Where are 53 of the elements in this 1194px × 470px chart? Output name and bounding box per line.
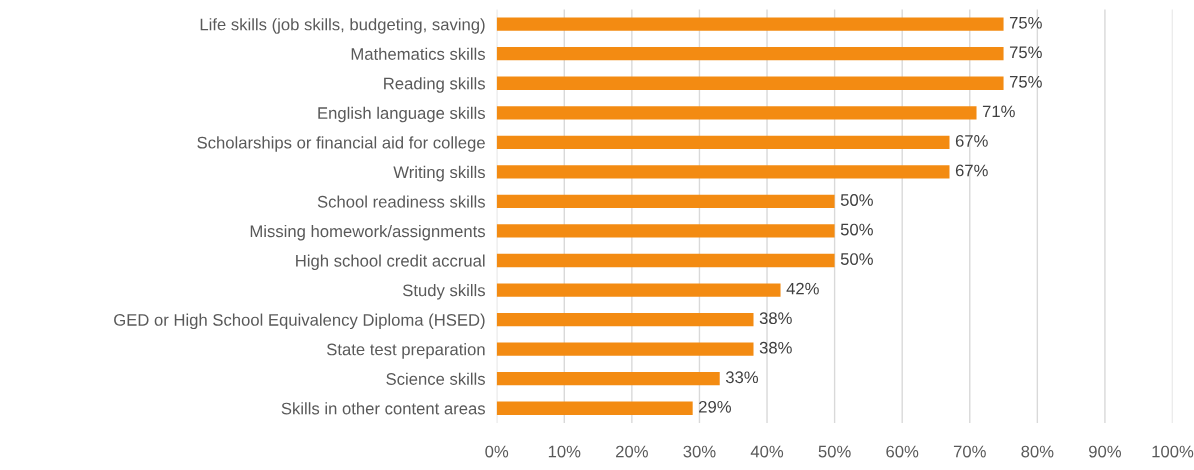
x-tick-label: 0% — [485, 445, 509, 458]
data-label: 75% — [1009, 76, 1042, 88]
bar — [496, 76, 1004, 90]
x-tick-label: 40% — [750, 445, 784, 458]
y-tick-label: State test preparation — [327, 343, 485, 359]
bar — [496, 283, 781, 297]
x-tick-label: 90% — [1089, 445, 1122, 458]
y-tick-label: Writing skills — [393, 165, 485, 182]
bar — [496, 224, 835, 238]
x-tick-label: 50% — [818, 445, 851, 458]
y-tick-label: GED or High School Equivalency Diploma (HSED) — [114, 313, 485, 330]
bar — [496, 253, 835, 268]
x-tick-label: 80% — [1021, 445, 1054, 458]
data-label: 33% — [725, 371, 759, 384]
bar — [496, 47, 1004, 61]
bar — [496, 165, 950, 179]
data-label: 42% — [786, 282, 819, 295]
data-label: 67% — [955, 135, 988, 147]
x-tick-label: 70% — [953, 445, 986, 458]
bar — [496, 194, 835, 209]
bar — [496, 17, 1004, 31]
x-tick-label: 30% — [683, 445, 716, 458]
y-tick-label: Life skills (job skills, budgeting, saving) — [200, 18, 485, 34]
data-label: 75% — [1009, 46, 1042, 59]
y-tick-label: Skills in other content areas — [281, 402, 485, 415]
data-label: 50% — [840, 253, 873, 265]
y-tick-label: Missing homework/assignments — [250, 224, 485, 241]
bar — [496, 342, 754, 356]
x-tick-label: 60% — [886, 445, 919, 458]
y-tick-label: School readiness skills — [317, 195, 485, 208]
y-tick-label: Reading skills — [384, 77, 485, 93]
data-label: 50% — [840, 223, 873, 236]
data-label: 75% — [1009, 16, 1042, 29]
data-label: 38% — [759, 312, 792, 325]
bar — [496, 401, 693, 415]
bar — [496, 135, 950, 149]
x-tick-label: 20% — [616, 445, 648, 458]
y-tick-label: Mathematics skills — [351, 47, 485, 60]
data-label: 71% — [982, 105, 1015, 118]
y-tick-label: High school credit accrual — [296, 254, 485, 271]
bar — [496, 106, 977, 120]
data-label: 38% — [759, 341, 792, 354]
x-tick-label: 10% — [548, 445, 581, 458]
data-label: 67% — [955, 164, 988, 177]
y-tick-label: English language skills — [318, 106, 485, 123]
bar — [496, 372, 720, 386]
bar — [496, 312, 754, 327]
x-tick-label: 100% — [1152, 445, 1194, 458]
y-tick-label: Scholarships or financial aid for college — [197, 136, 485, 152]
data-label: 29% — [699, 400, 732, 413]
y-tick-label: Science skills — [386, 372, 485, 385]
y-tick-label: Study skills — [402, 284, 485, 300]
data-label: 50% — [840, 194, 873, 206]
